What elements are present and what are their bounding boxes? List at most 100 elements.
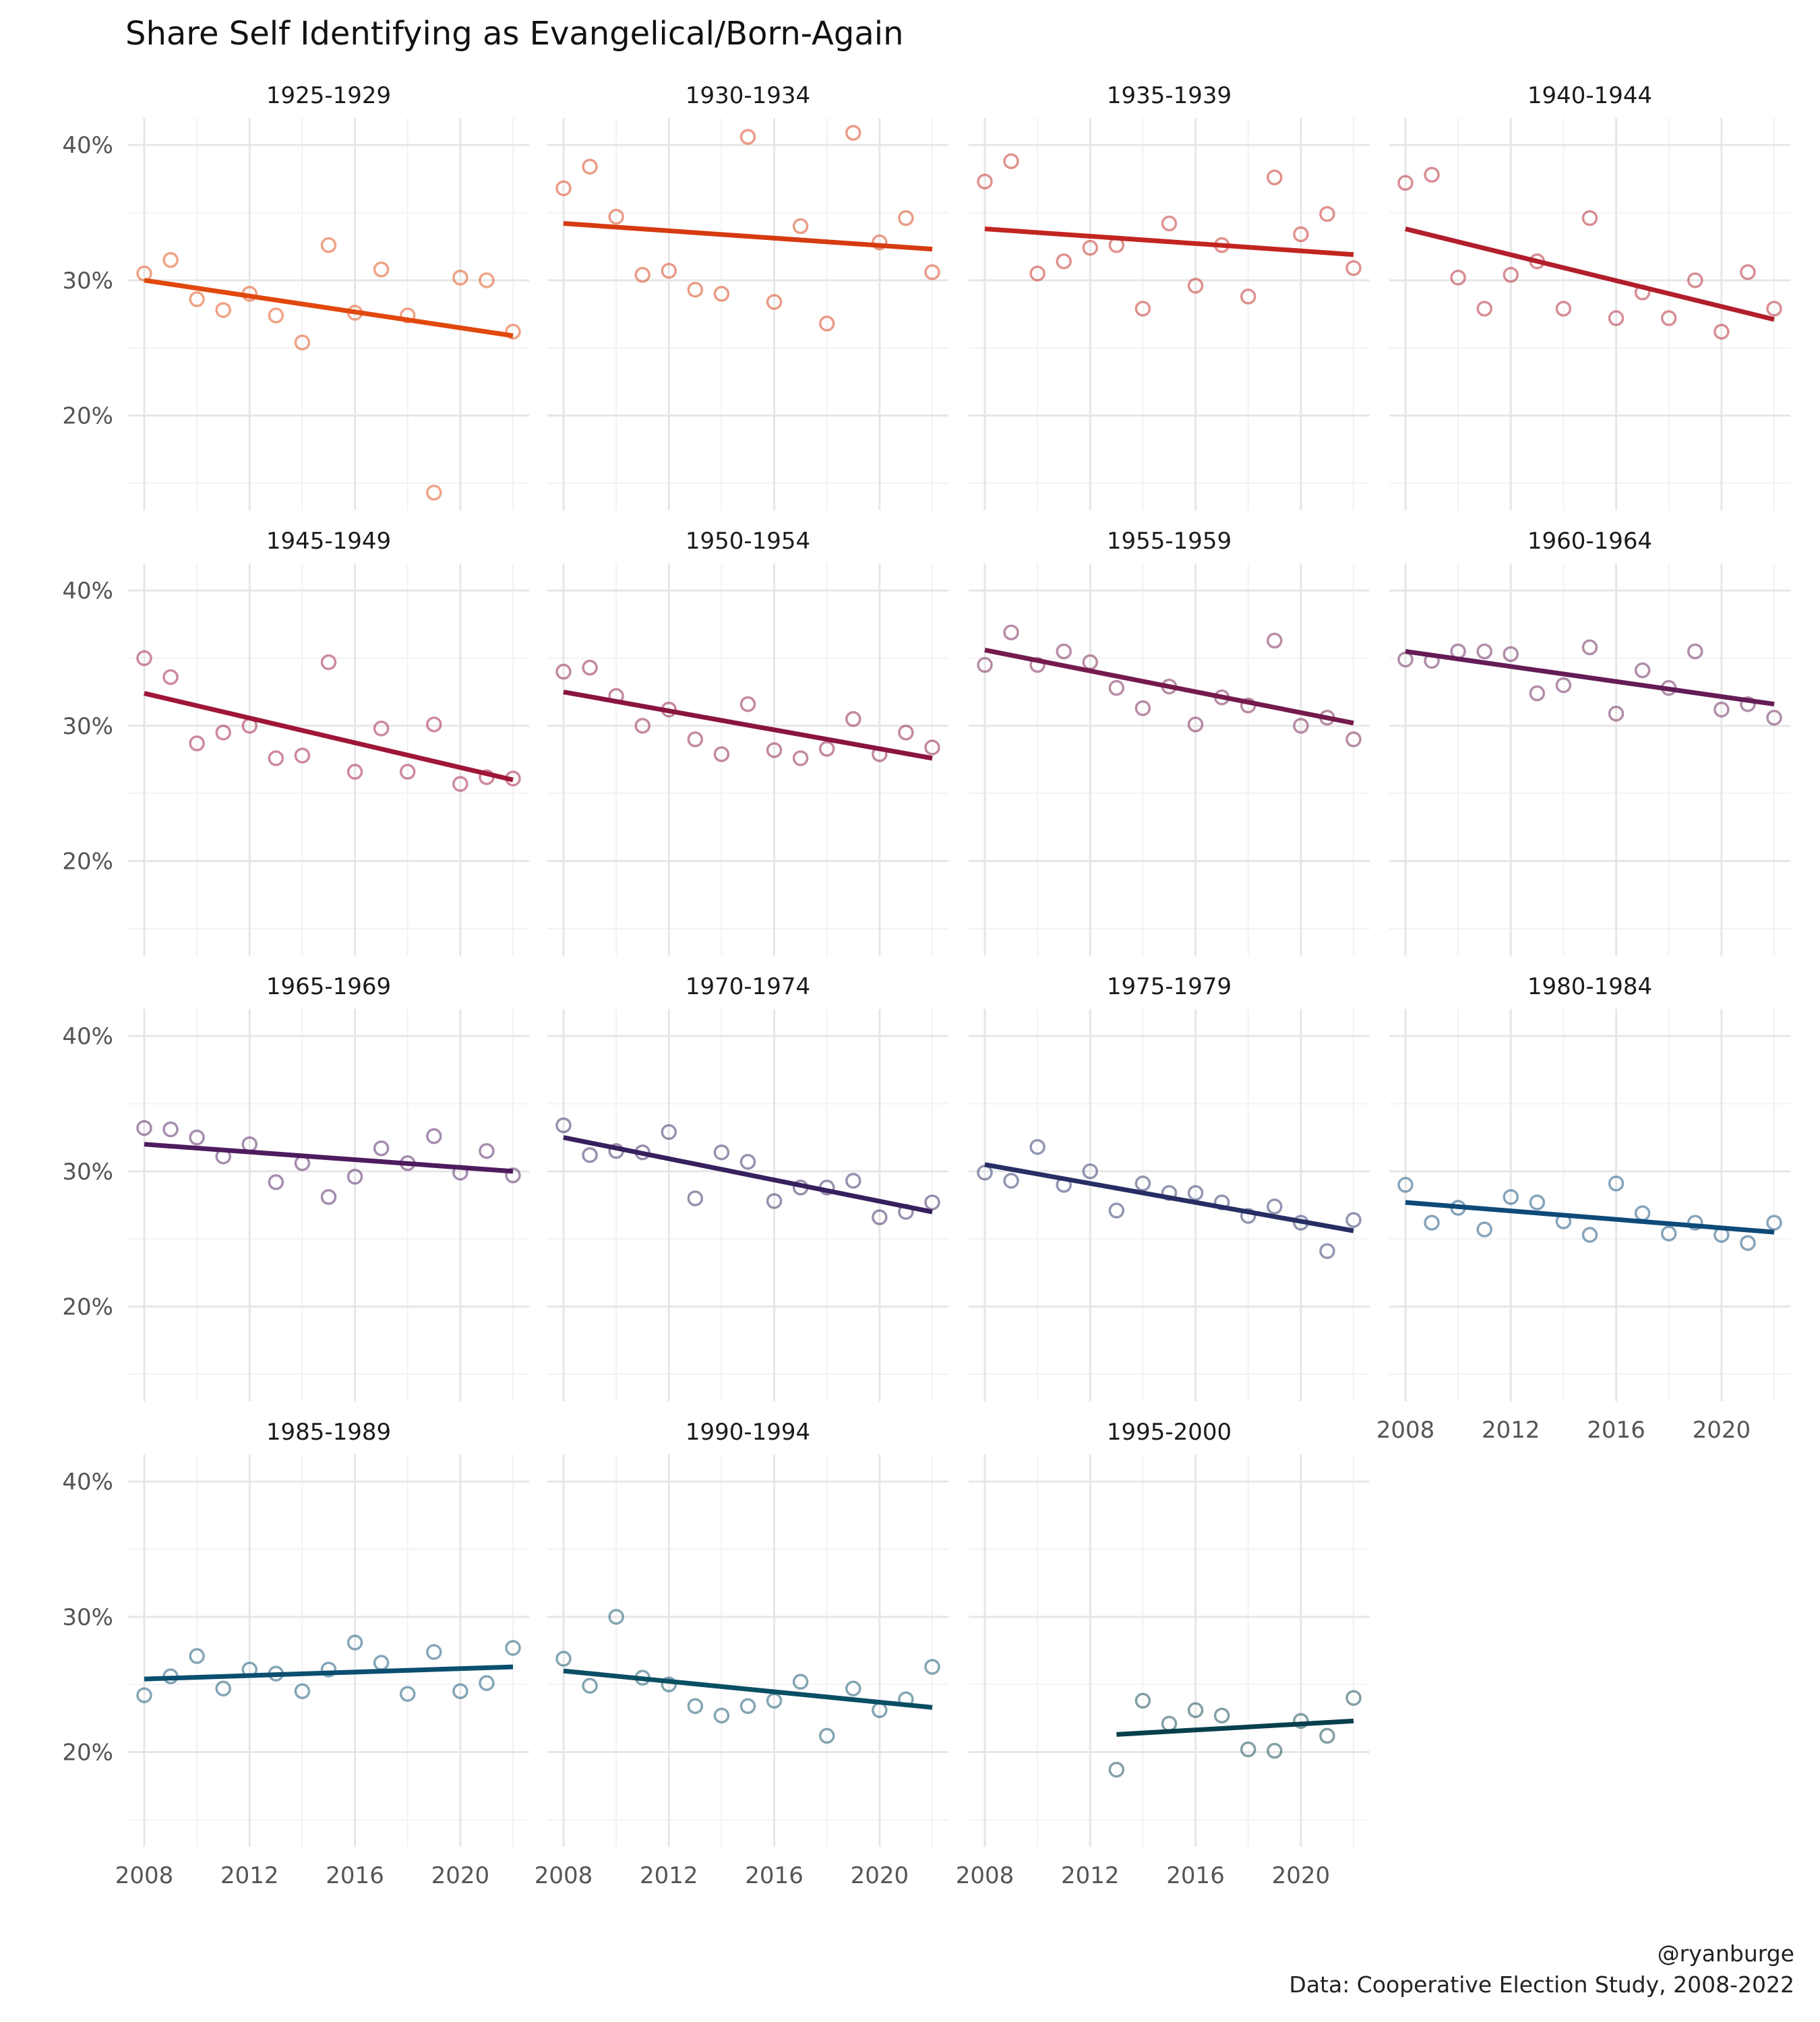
- facet-strip-label: 1955-1959: [1107, 528, 1232, 555]
- data-point: [1240, 1208, 1256, 1224]
- y-tick-label: 20%: [62, 1294, 113, 1321]
- facet-strip-label: 1960-1964: [1527, 528, 1652, 555]
- x-tick-label: 2020: [851, 1862, 909, 1889]
- data-point: [268, 750, 284, 766]
- data-point: [136, 266, 152, 282]
- data-point: [1581, 1227, 1598, 1243]
- trend-line: [563, 1135, 933, 1215]
- x-tick-label: 2016: [1587, 1417, 1645, 1444]
- data-point: [1029, 266, 1045, 282]
- data-point: [555, 663, 572, 680]
- trend-line: [144, 278, 514, 338]
- chart-title: Share Self Identifying as Evangelical/Bo…: [125, 15, 904, 53]
- data-point: [1003, 624, 1019, 641]
- caption-handle: @ryanburge: [1658, 1940, 1794, 1967]
- data-point: [582, 1146, 598, 1163]
- facet-panel: 1985-1989 20% 30% 40% 2008 2012 2016 2020: [62, 1419, 529, 1889]
- data-point: [1108, 679, 1125, 696]
- data-point: [320, 654, 337, 671]
- data-point: [977, 173, 993, 190]
- data-point: [1397, 175, 1414, 191]
- data-point: [634, 267, 650, 283]
- data-point: [924, 264, 940, 280]
- x-tick-label: 2008: [115, 1862, 174, 1889]
- data-point: [1476, 301, 1492, 317]
- data-point: [1503, 646, 1519, 663]
- data-point: [1187, 1185, 1204, 1201]
- trend-line: [984, 226, 1354, 257]
- data-point: [215, 725, 231, 741]
- facet-strip-label: 1965-1969: [266, 973, 391, 1000]
- data-point: [426, 716, 442, 733]
- data-point: [1581, 639, 1598, 656]
- data-point: [1713, 324, 1730, 340]
- x-tick-label: 2008: [956, 1862, 1014, 1889]
- x-tick-label: 2016: [326, 1862, 384, 1889]
- data-point: [687, 282, 704, 298]
- data-point: [1345, 731, 1362, 747]
- data-point: [189, 291, 205, 307]
- trend-line: [1405, 648, 1775, 707]
- data-point: [1529, 685, 1546, 702]
- data-point: [1766, 710, 1782, 726]
- data-point: [555, 1651, 572, 1667]
- data-point: [1213, 1707, 1230, 1724]
- y-tick-label: 30%: [62, 1604, 113, 1631]
- data-point: [872, 1209, 888, 1225]
- data-point: [1450, 270, 1466, 286]
- data-point: [189, 1129, 205, 1146]
- data-point: [268, 307, 284, 324]
- data-point: [1345, 1212, 1362, 1228]
- data-point: [1161, 1715, 1178, 1732]
- data-point: [1029, 1138, 1045, 1155]
- y-tick-label: 30%: [62, 713, 113, 740]
- data-point: [608, 208, 624, 225]
- data-point: [505, 324, 521, 340]
- facet-panels: 1925-1929 20% 30% 40% 1930-1934 1935-1939 1940…: [62, 82, 1790, 1889]
- data-point: [268, 1174, 284, 1190]
- y-tick-label: 20%: [62, 849, 113, 876]
- data-point: [661, 1676, 677, 1692]
- data-point: [687, 1190, 704, 1206]
- data-point: [452, 1683, 468, 1699]
- x-tick-label: 2020: [1693, 1417, 1751, 1444]
- facet-panel: 1955-1959: [969, 528, 1370, 956]
- data-point: [555, 1117, 572, 1134]
- data-point: [1187, 278, 1204, 294]
- trend-line: [1405, 226, 1775, 322]
- data-point: [479, 1142, 495, 1159]
- facet-panel: 1940-1944: [1389, 82, 1790, 510]
- data-point: [1740, 264, 1756, 280]
- data-point: [1687, 272, 1703, 288]
- facet-panel: 1980-1984 2008 2012 2016 2020: [1376, 973, 1790, 1444]
- y-tick-label: 40%: [62, 578, 113, 605]
- data-point: [1240, 288, 1256, 305]
- data-point: [1267, 1742, 1283, 1759]
- data-point: [1187, 1702, 1204, 1719]
- data-point: [1003, 1173, 1019, 1189]
- data-point: [924, 739, 940, 756]
- x-tick-label: 2012: [1061, 1862, 1120, 1889]
- data-point: [1713, 701, 1730, 718]
- y-tick-label: 20%: [62, 1740, 113, 1767]
- trend-line: [984, 1162, 1354, 1233]
- data-point: [1476, 1221, 1492, 1237]
- data-point: [1476, 643, 1492, 660]
- data-point: [505, 1640, 521, 1656]
- data-point: [373, 1655, 390, 1671]
- y-tick-label: 40%: [62, 1469, 113, 1496]
- data-point: [661, 263, 677, 279]
- data-point: [479, 1675, 495, 1691]
- facet-strip-label: 1930-1934: [686, 82, 810, 109]
- x-tick-label: 2020: [431, 1862, 490, 1889]
- data-point: [320, 237, 337, 253]
- data-point: [320, 1661, 337, 1678]
- data-point: [294, 334, 311, 350]
- data-point: [872, 234, 888, 251]
- data-point: [479, 272, 495, 288]
- data-point: [766, 1193, 783, 1209]
- trend-line: [144, 691, 514, 783]
- data-point: [373, 262, 390, 278]
- data-point: [739, 129, 756, 145]
- data-point: [1319, 1243, 1335, 1259]
